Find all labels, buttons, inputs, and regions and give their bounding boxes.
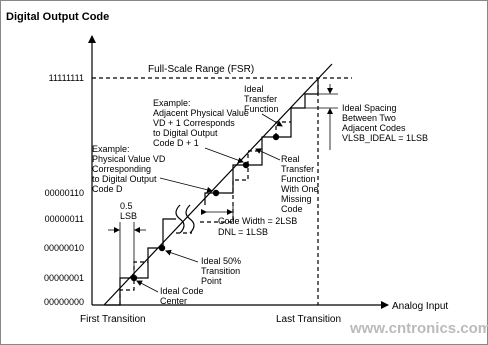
y-axis-title: Digital Output Code: [6, 11, 109, 23]
example-label: Code D + 1: [153, 138, 199, 148]
pointer: [159, 177, 213, 193]
pointer: [261, 113, 283, 127]
ideal-spacing-label: Between Two: [342, 113, 396, 123]
pointer: [136, 280, 159, 293]
y-code-label: 00000011: [45, 214, 84, 224]
transition-point-label: Ideal 50%: [201, 256, 241, 266]
pointer: [204, 147, 244, 164]
pointer: [165, 249, 199, 263]
ideal-staircase-low: [105, 218, 176, 306]
example-label: VD + 1 Corresponds: [153, 118, 235, 128]
y-code-label: 00000000: [44, 297, 84, 307]
pointer: [255, 148, 281, 161]
ideal-spacing-label: Ideal Spacing: [342, 103, 397, 113]
ideal-tf-label: Function: [244, 104, 279, 114]
half-lsb-label: LSB: [120, 211, 137, 221]
dot: [272, 133, 280, 141]
code-width-label: Code Width = 2LSB: [218, 216, 297, 226]
real-tf-label: Transfer: [281, 164, 314, 174]
code-center-label: Ideal Code: [160, 286, 204, 296]
break: [175, 204, 185, 234]
real-staircase-low: [119, 232, 192, 305]
example-label: Code D: [92, 184, 123, 194]
labels: Digital Output Code Analog Input 11111111 0…: [6, 11, 488, 337]
transition-point-label: Transition: [201, 266, 240, 276]
example-label: Corresponding: [92, 164, 151, 174]
y-code-label: 00000001: [44, 273, 84, 283]
ideal-line: [103, 63, 333, 306]
real-tf-label: Real: [281, 154, 300, 164]
ideal-spacing-label: VLSB_IDEAL = 1LSB: [342, 133, 428, 143]
watermark: www.cntronics.com: [349, 320, 488, 337]
example-label: Adjacent Physical Value: [153, 108, 249, 118]
real-tf-label: Function: [281, 174, 316, 184]
y-code-label: 00000110: [45, 188, 84, 198]
dot: [158, 244, 166, 252]
dot: [242, 161, 250, 169]
code-width-label: DNL = 1LSB: [218, 227, 268, 237]
dot: [212, 189, 220, 197]
real-tf-label: Missing: [281, 194, 312, 204]
real-tf-label: With One: [281, 184, 319, 194]
transition-point-label: Point: [201, 276, 222, 286]
y-code-label: 11111111: [49, 73, 84, 83]
ideal-spacing-label: Adjacent Codes: [342, 123, 406, 133]
last-transition-label: Last Transition: [276, 314, 341, 325]
x-axis-title: Analog Input: [392, 301, 448, 312]
code-center-label: Center: [160, 296, 187, 306]
y-code-label: 00000010: [44, 243, 84, 253]
ideal-tf-label: Ideal: [244, 84, 264, 94]
ideal-tf-label: Transfer: [244, 94, 277, 104]
example-label: Example:: [153, 98, 191, 108]
example-label: to Digital Output: [153, 128, 218, 138]
real-tf-label: Code: [281, 204, 303, 214]
break: [185, 204, 195, 234]
example-label: Physical Value VD: [92, 154, 166, 164]
half-lsb-label: 0.5: [120, 201, 133, 211]
fsr-label: Full-Scale Range (FSR): [148, 64, 254, 75]
example-label: Example:: [92, 144, 130, 154]
first-transition-label: First Transition: [80, 314, 146, 325]
example-label: to Digital Output: [92, 174, 157, 184]
